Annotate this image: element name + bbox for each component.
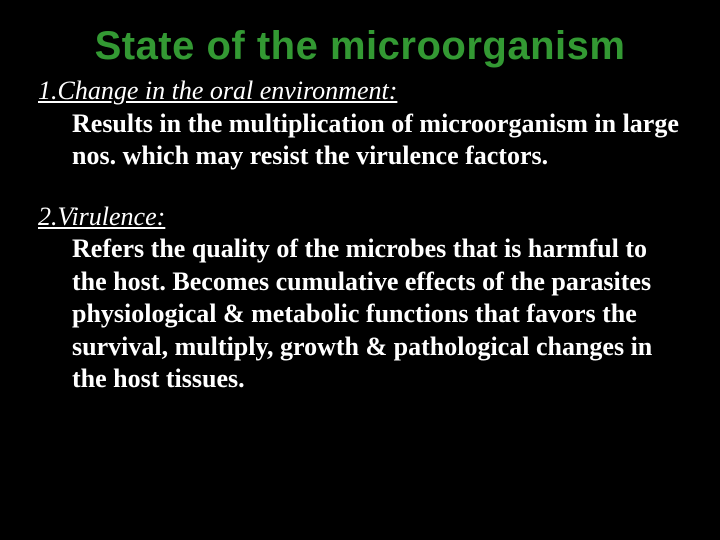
section-body: Results in the multiplication of microor… [72, 108, 682, 173]
spacer [38, 173, 682, 201]
slide: State of the microorganism 1.Change in t… [0, 0, 720, 540]
slide-title: State of the microorganism [38, 24, 682, 69]
section-body: Refers the quality of the microbes that … [72, 233, 682, 396]
section-heading: 2.Virulence: [38, 201, 682, 234]
section-heading: 1.Change in the oral environment: [38, 75, 682, 108]
